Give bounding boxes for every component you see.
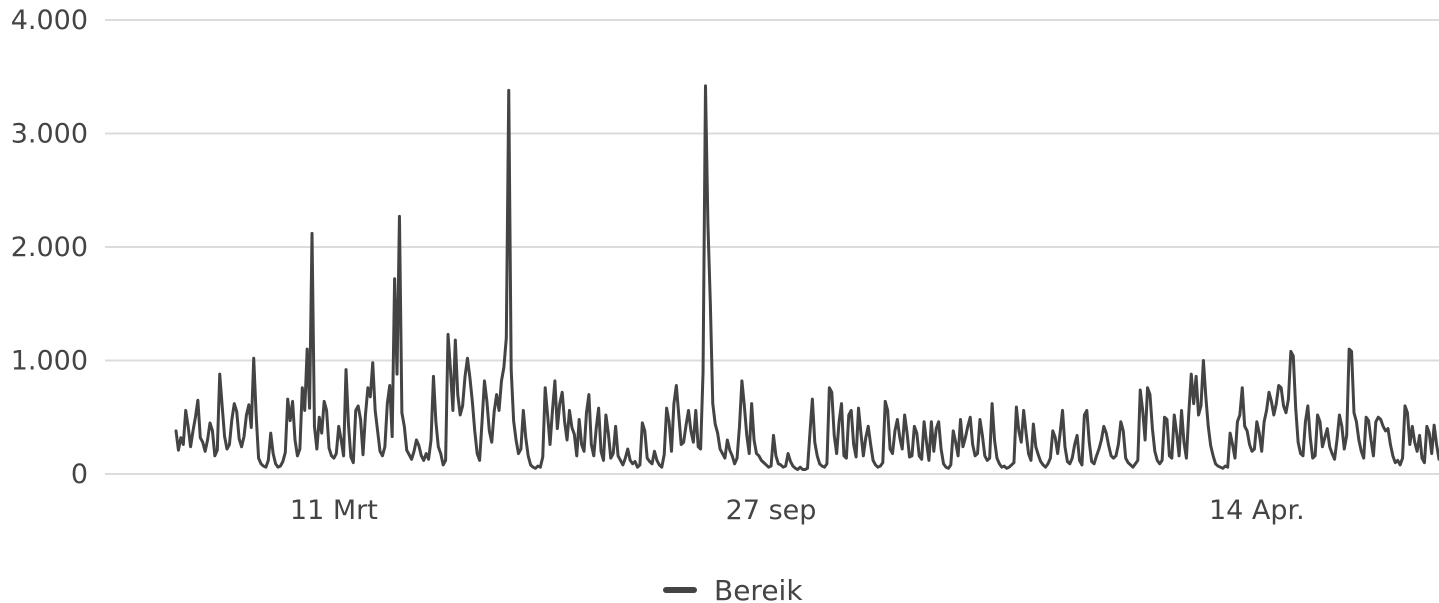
series-lines [174,84,1439,471]
legend-label-bereik[interactable]: Bereik [714,574,803,603]
y-tick-label: 4.000 [11,5,88,36]
series-line-bereik [174,84,1439,471]
x-tick-label: 14 Apr. [1209,495,1305,526]
y-tick-label: 1.000 [11,346,88,377]
grid-lines [105,19,1439,475]
y-tick-label: 0 [71,459,88,490]
x-axis-tick-labels: 11 Mrt 27 sep 14 Apr. [290,495,1305,526]
x-tick-label: 27 sep [726,495,817,526]
x-tick-label: 11 Mrt [290,495,378,526]
y-tick-label: 3.000 [11,119,88,150]
legend[interactable]: Bereik [663,574,803,603]
y-axis-tick-labels: 0 1.000 2.000 3.000 4.000 [11,5,88,490]
y-tick-label: 2.000 [11,232,88,263]
